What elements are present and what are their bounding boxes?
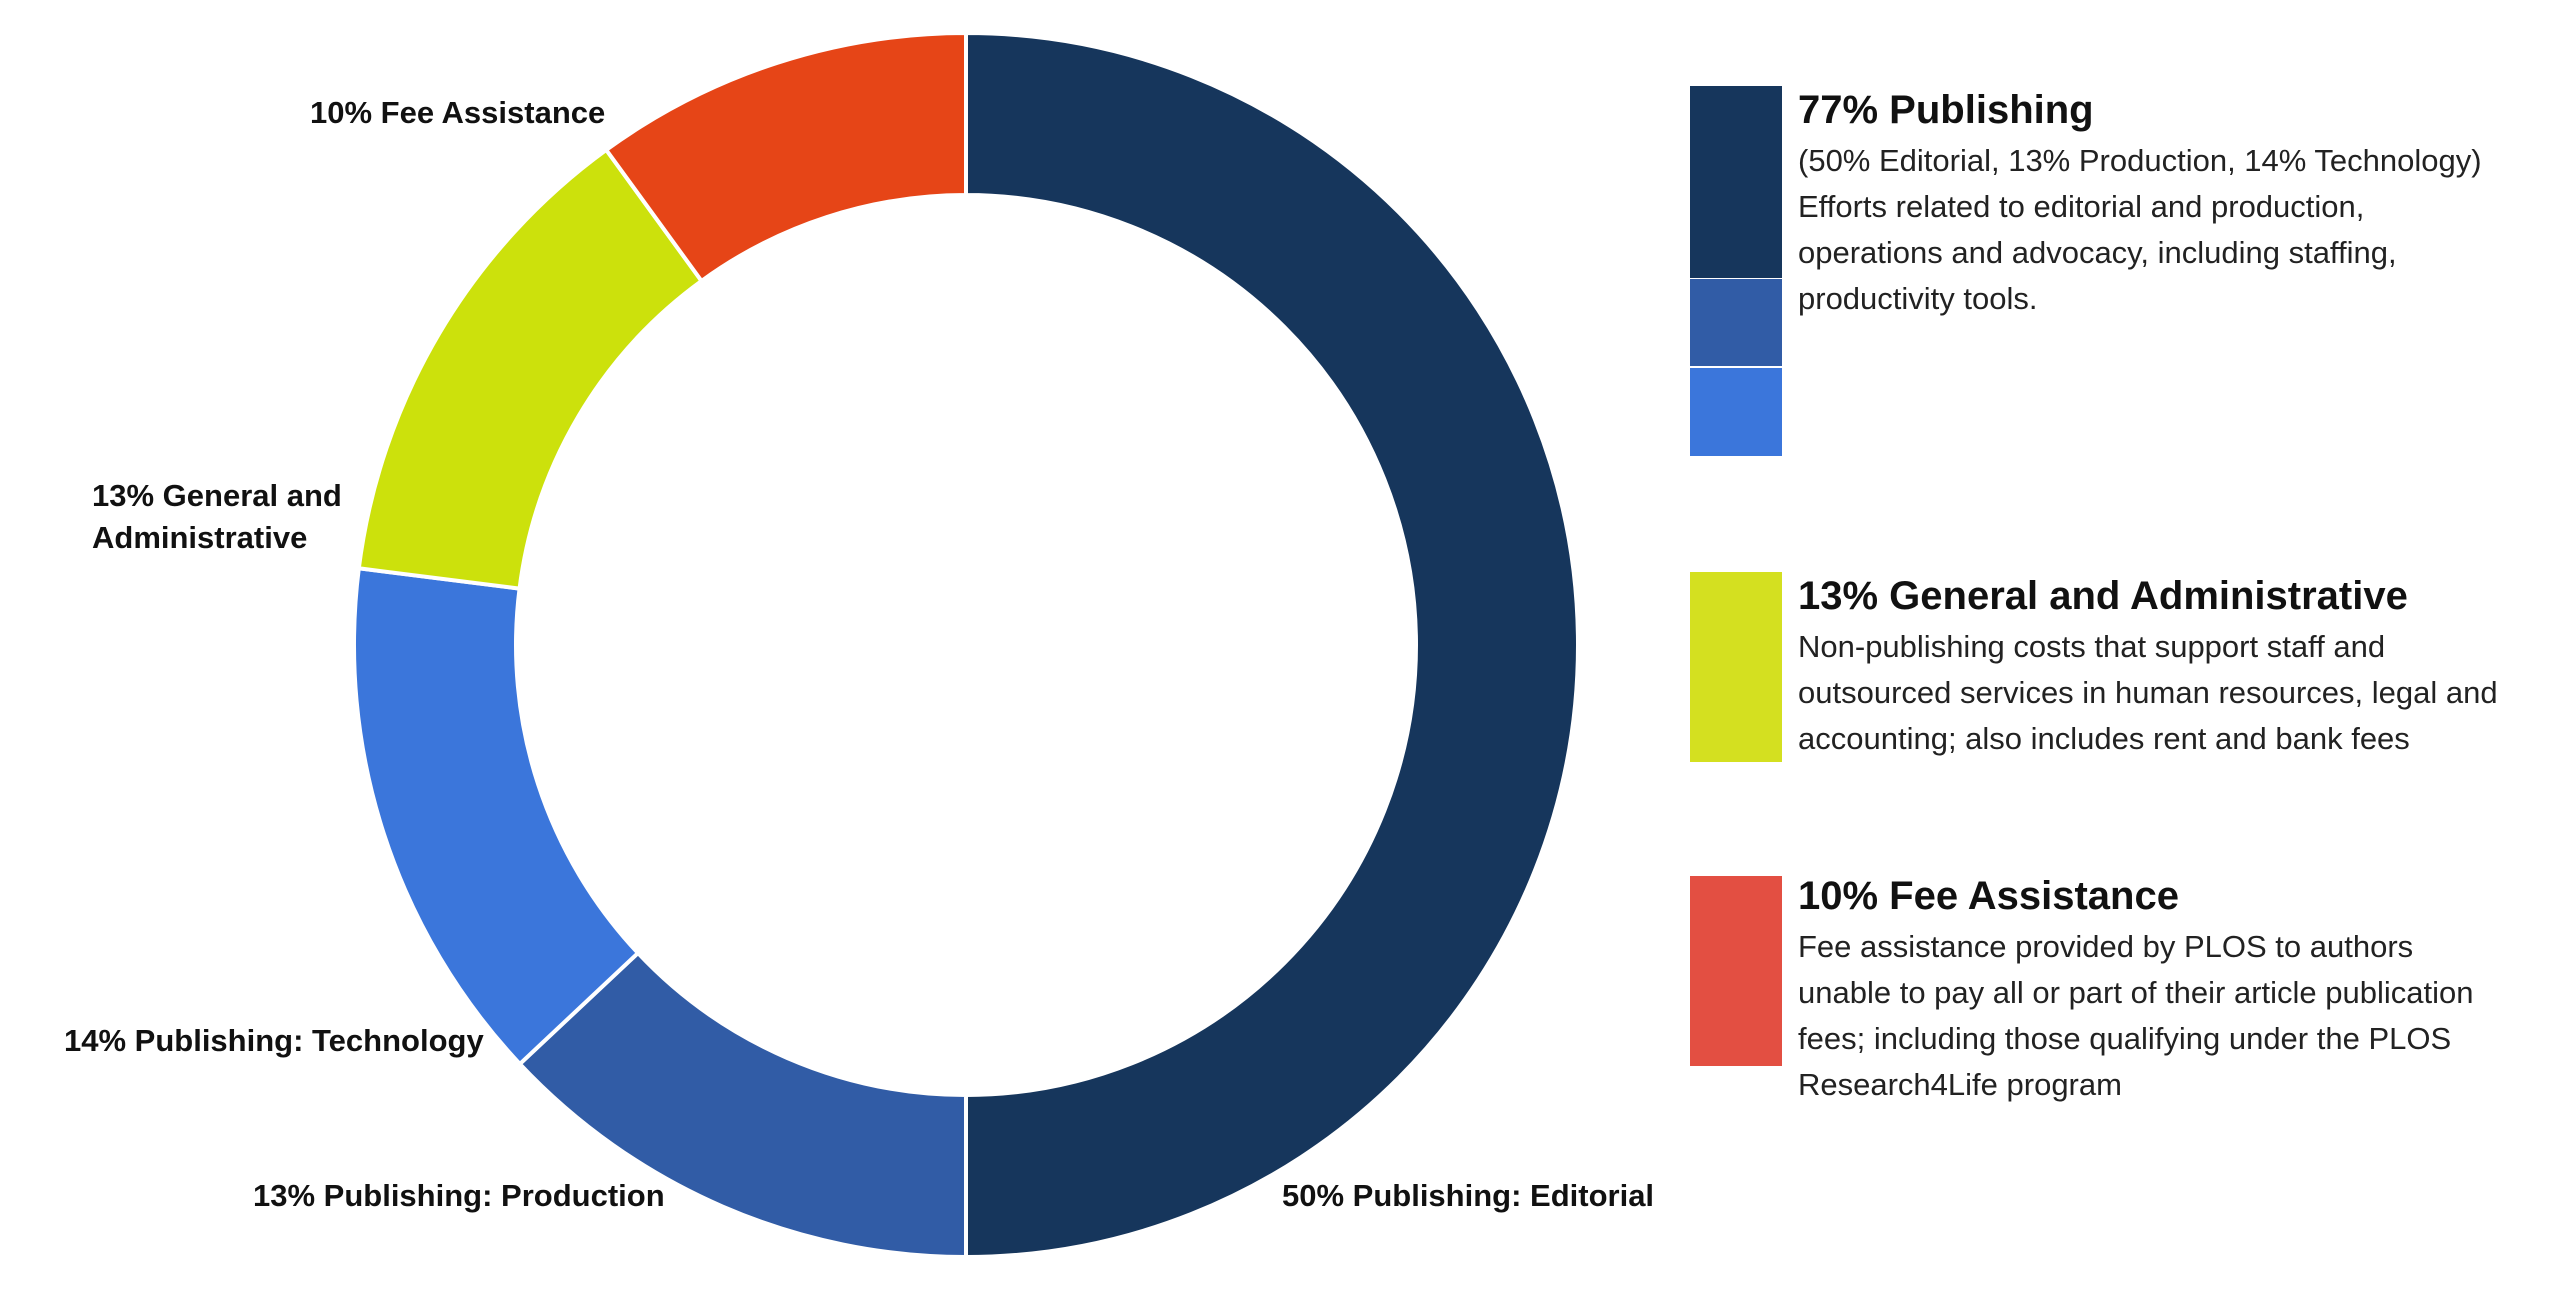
swatch-editorial — [1690, 86, 1782, 278]
swatch-fee-assistance — [1690, 876, 1782, 1066]
label-general-admin-line1: 13% General and — [92, 478, 342, 513]
label-fee-assistance: 10% Fee Assistance — [310, 95, 606, 130]
legend: 77% Publishing (50% Editorial, 13% Produ… — [1690, 0, 2540, 1290]
swatch-production — [1690, 279, 1782, 366]
slice-technology — [352, 566, 641, 1067]
slice-general-admin — [356, 147, 705, 591]
legend-publishing-text: 77% Publishing (50% Editorial, 13% Produ… — [1798, 86, 2498, 322]
slice-fee-assistance — [603, 30, 968, 284]
label-general-admin: 13% General and Administrative — [92, 475, 342, 559]
label-editorial: 50% Publishing: Editorial — [1282, 1178, 1655, 1213]
label-technology: 14% Publishing: Technology — [64, 1023, 484, 1058]
legend-fee-assistance-description: Fee assistance provided by PLOS to autho… — [1798, 929, 2474, 1102]
swatch-technology — [1690, 368, 1782, 456]
label-general-admin-line2: Administrative — [92, 520, 308, 555]
swatch-general-admin — [1690, 572, 1782, 762]
legend-general-admin-text: 13% General and Administrative Non-publi… — [1798, 572, 2498, 762]
donut-chart — [352, 30, 1580, 1260]
legend-publishing-title: 77% Publishing — [1798, 88, 2094, 132]
slice-editorial — [964, 30, 1580, 1260]
label-production: 13% Publishing: Production — [253, 1178, 665, 1213]
donut-slices — [352, 30, 1580, 1260]
legend-general-admin-description: Non-publishing costs that support staff … — [1798, 629, 2498, 756]
legend-general-admin-title: 13% General and Administrative — [1798, 574, 2408, 618]
legend-fee-assistance-text: 10% Fee Assistance Fee assistance provid… — [1798, 872, 2498, 1108]
legend-fee-assistance-title: 10% Fee Assistance — [1798, 874, 2179, 918]
legend-publishing-description: (50% Editorial, 13% Production, 14% Tech… — [1798, 143, 2482, 316]
